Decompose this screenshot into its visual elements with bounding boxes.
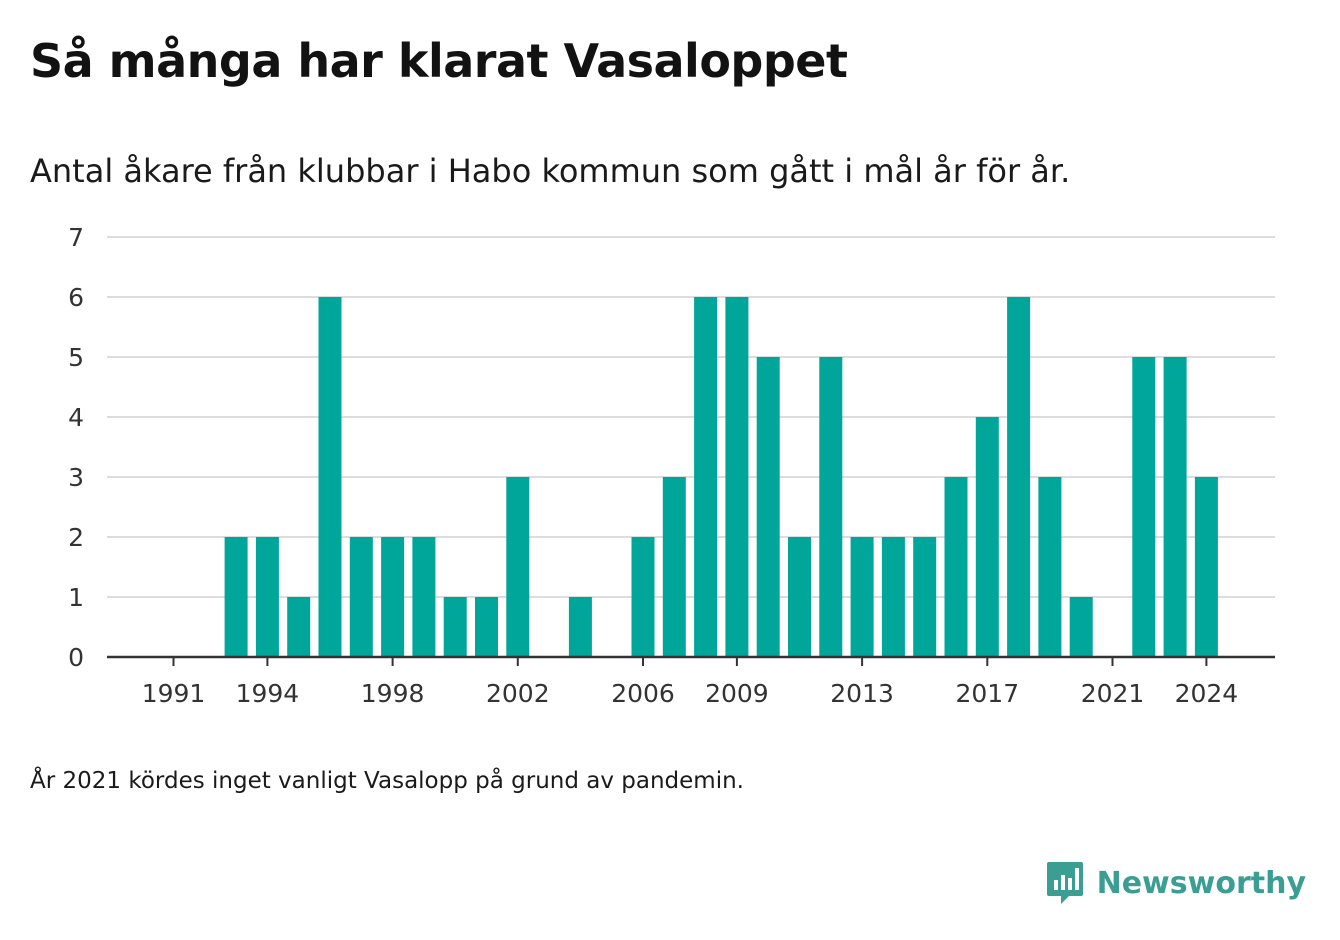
brand-name: Newsworthy	[1096, 865, 1306, 901]
bar-2020	[1069, 597, 1093, 657]
bar-2002	[506, 477, 530, 657]
y-tick-label: 4	[68, 403, 84, 432]
y-tick-label: 3	[68, 463, 84, 492]
bar-2008	[694, 297, 718, 657]
y-tick-label: 2	[68, 523, 84, 552]
bar-2022	[1132, 357, 1156, 657]
bar-2011	[788, 537, 811, 657]
y-tick-label: 6	[68, 283, 84, 312]
bar-2013	[850, 537, 874, 657]
bar-2024	[1194, 477, 1218, 657]
bar-1999	[412, 537, 436, 657]
bar-2019	[1038, 477, 1062, 657]
bar-1997	[349, 537, 373, 657]
y-tick-label: 0	[68, 643, 84, 672]
bars	[224, 297, 1218, 657]
bar-1996	[318, 297, 342, 657]
bar-2012	[819, 357, 843, 657]
bar-1995	[287, 597, 311, 657]
x-tick-label: 2006	[611, 679, 675, 708]
bar-1993	[224, 537, 248, 657]
newsworthy-logo-icon	[1046, 862, 1083, 904]
footnote: År 2021 kördes inget vanligt Vasalopp på…	[30, 768, 744, 794]
tick-labels: 0 1 2 3 4 5 6 7 1991 1994 1998 2002 2006 2009 2013 2017…	[68, 223, 1238, 708]
bar-2016	[944, 477, 968, 657]
bar-1994	[255, 537, 279, 657]
bar-2023	[1163, 357, 1187, 657]
y-tick-label: 1	[68, 583, 84, 612]
bar-2018	[1007, 297, 1031, 657]
bar-chart: 0 1 2 3 4 5 6 7 1991 1994 1998 2002 2006 2009 2013 2017…	[68, 223, 1275, 708]
x-tick-label: 2013	[830, 679, 894, 708]
bar-2009	[725, 297, 749, 657]
bar-2017	[975, 417, 999, 657]
x-tick-label: 2017	[955, 679, 1019, 708]
x-tick-label: 1998	[361, 679, 425, 708]
x-tick-label: 2002	[486, 679, 550, 708]
x-tick-label: 2009	[705, 679, 769, 708]
bar-2006	[631, 537, 655, 657]
x-tick-label: 1994	[236, 679, 300, 708]
x-tick-label: 1991	[142, 679, 206, 708]
axes	[107, 655, 1275, 666]
brand: Newsworthy	[1045, 860, 1306, 906]
y-tick-label: 7	[68, 223, 84, 252]
grid-lines	[107, 236, 1275, 598]
x-tick-label: 2021	[1081, 679, 1145, 708]
bar-2007	[662, 477, 686, 657]
chart-title: Så många har klarat Vasaloppet	[30, 34, 848, 88]
bar-2001	[475, 597, 498, 657]
bar-2004	[568, 597, 592, 657]
chart-subtitle: Antal åkare från klubbar i Habo kommun s…	[30, 152, 1071, 190]
x-tick-label: 2024	[1175, 679, 1239, 708]
bar-2000	[443, 597, 467, 657]
bar-1998	[381, 537, 405, 657]
bar-2014	[881, 537, 905, 657]
y-tick-label: 5	[68, 343, 84, 372]
bar-2015	[913, 537, 937, 657]
bar-2010	[756, 357, 780, 657]
